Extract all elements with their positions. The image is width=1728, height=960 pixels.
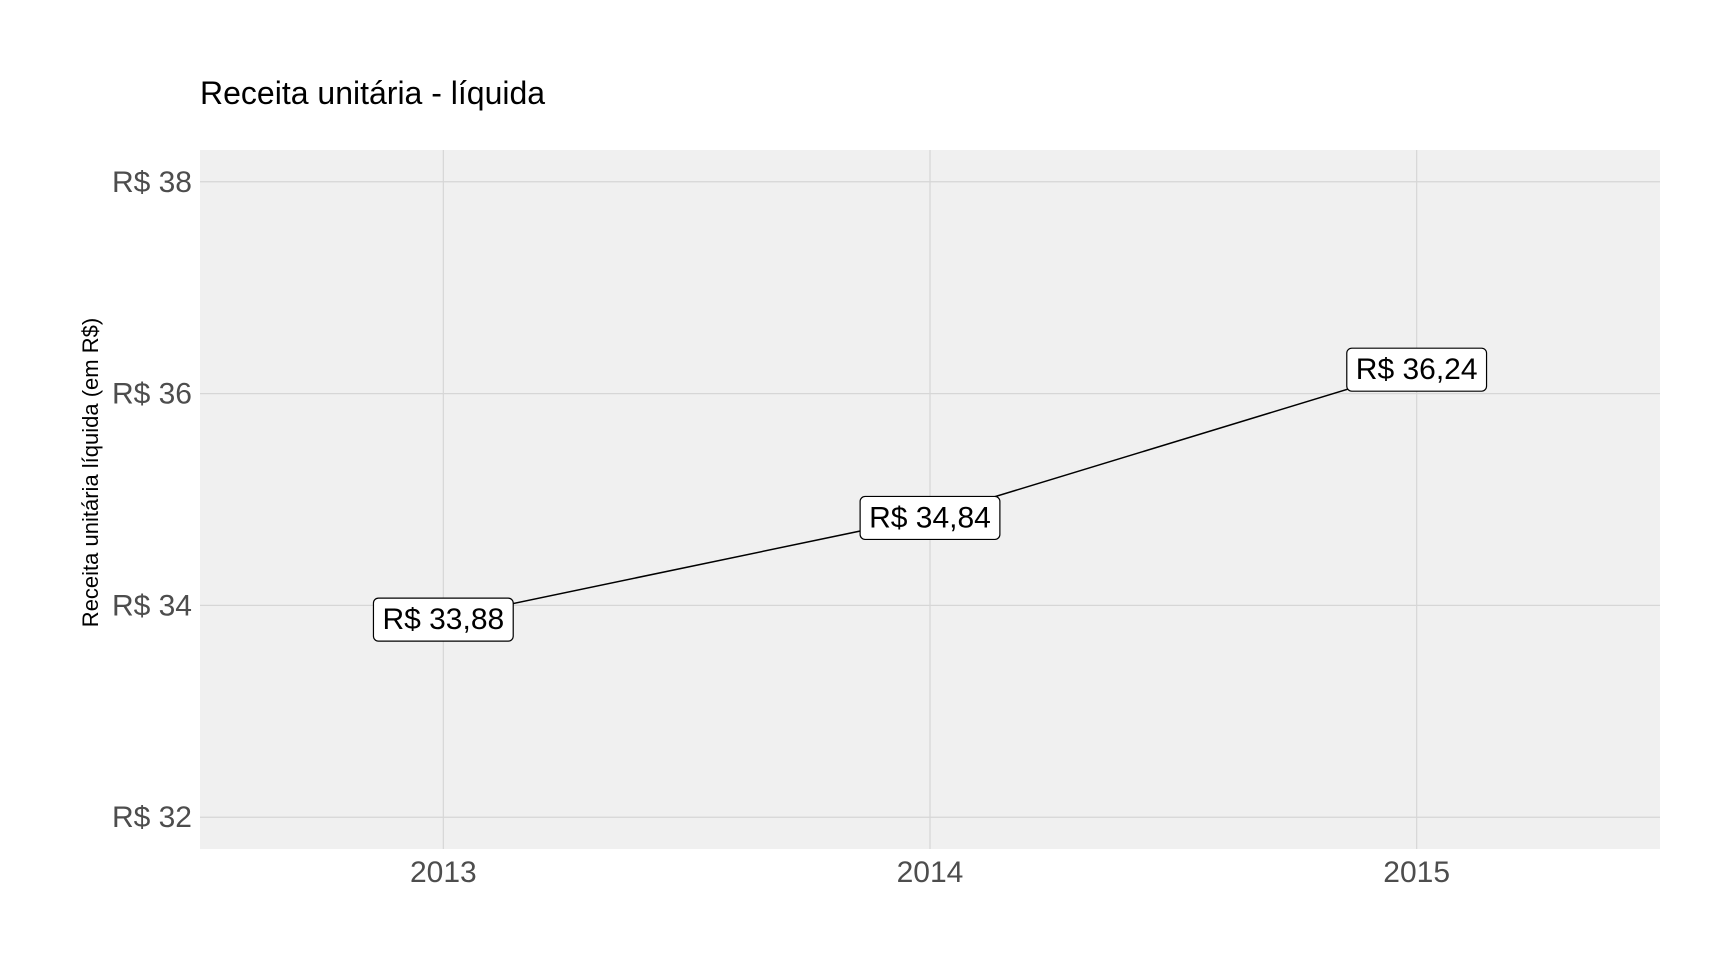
- data-labels: R$ 33,88 R$ 34,84 R$ 36,24: [372, 347, 1488, 642]
- chart-title: Receita unitária - líquida: [200, 75, 545, 111]
- data-label-text: R$ 34,84: [869, 501, 991, 534]
- x-tick-label: 2014: [897, 856, 964, 889]
- y-tick-label: R$ 38: [112, 166, 192, 199]
- data-label: R$ 34,84: [859, 495, 1001, 541]
- data-label: R$ 33,88: [372, 597, 514, 642]
- y-tick-label: R$ 36: [112, 378, 192, 411]
- data-label-text: R$ 33,88: [382, 603, 504, 636]
- data-label-box: [859, 495, 1001, 541]
- data-label-box: [372, 597, 514, 642]
- data-label-text: R$ 36,24: [1356, 353, 1478, 386]
- y-tick-label: R$ 34: [112, 589, 192, 622]
- x-tick-label: 2013: [410, 856, 477, 889]
- x-tick-label: 2015: [1383, 856, 1450, 889]
- data-label-box: [1346, 347, 1488, 392]
- data-label: R$ 36,24: [1346, 347, 1488, 392]
- x-axis-ticks: 2013 2014 2015: [410, 856, 1450, 889]
- y-axis-ticks: R$ 32 R$ 34 R$ 36 R$ 38: [112, 166, 192, 834]
- y-tick-label: R$ 32: [112, 801, 192, 834]
- y-axis-title: Receita unitária líquida (em R$): [78, 318, 103, 627]
